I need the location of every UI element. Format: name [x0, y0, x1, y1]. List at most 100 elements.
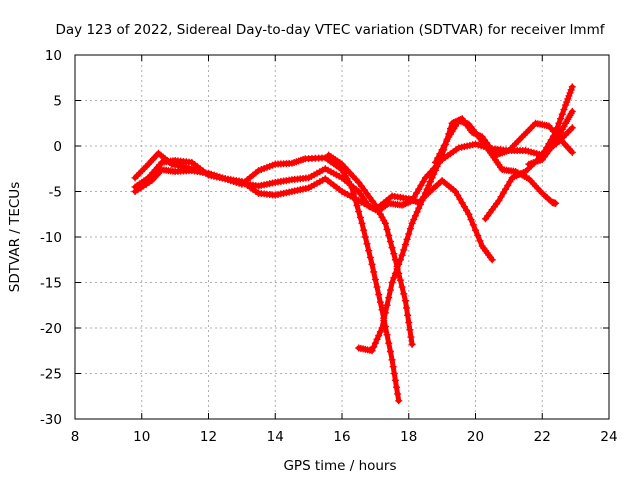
- y-tick-label: 10: [45, 48, 62, 64]
- data-point: [426, 178, 434, 186]
- x-tick-label: 22: [534, 429, 551, 445]
- data-point: [552, 199, 560, 207]
- data-point: [469, 221, 477, 229]
- data-point: [390, 274, 398, 282]
- x-tick-label: 14: [267, 429, 284, 445]
- x-tick-label: 20: [467, 429, 484, 445]
- data-point: [356, 213, 364, 221]
- data-point: [385, 231, 393, 239]
- data-point: [366, 253, 374, 261]
- data-point: [408, 340, 416, 348]
- data-point: [355, 178, 363, 186]
- data-point: [360, 186, 368, 194]
- data-point: [388, 244, 396, 252]
- data-point: [438, 146, 446, 154]
- data-point: [393, 263, 401, 271]
- data-point: [395, 397, 403, 405]
- data-point: [375, 332, 383, 340]
- data-point: [386, 348, 394, 356]
- x-tick-label: 24: [600, 429, 617, 445]
- data-point: [389, 363, 397, 371]
- data-point: [368, 260, 376, 268]
- data-point: [425, 181, 433, 189]
- y-tick-label: -5: [49, 185, 62, 201]
- series-track-5: [325, 151, 416, 348]
- data-point: [401, 241, 409, 249]
- data-point: [558, 110, 566, 118]
- data-point: [407, 333, 415, 341]
- data-point: [361, 233, 369, 241]
- data-point: [365, 247, 373, 255]
- data-point: [393, 383, 401, 391]
- data-point: [401, 297, 409, 305]
- data-point: [454, 191, 462, 199]
- data-point: [430, 170, 438, 178]
- data-point: [413, 189, 421, 197]
- data-point: [371, 275, 379, 283]
- data-point: [381, 219, 389, 227]
- data-point: [566, 89, 574, 97]
- data-point: [504, 181, 512, 189]
- data-point: [436, 150, 444, 158]
- x-tick-labels: 8 10 12 14 16 18 20 22 24: [71, 429, 618, 445]
- data-point: [410, 216, 418, 224]
- data-point: [472, 226, 479, 234]
- data-point: [495, 197, 503, 205]
- data-point: [497, 193, 505, 201]
- grid-lines: [75, 55, 609, 419]
- axis-ticks: [74, 54, 610, 420]
- data-point: [406, 225, 414, 233]
- data-point: [553, 124, 561, 132]
- y-tick-label: -20: [40, 321, 62, 337]
- data-point: [368, 347, 376, 355]
- data-point: [423, 185, 431, 193]
- data-point: [411, 212, 419, 220]
- data-point: [568, 107, 576, 115]
- data-point: [488, 256, 496, 264]
- data-point: [416, 200, 424, 208]
- x-tick-label: 18: [400, 429, 417, 445]
- data-point: [386, 238, 394, 246]
- data-point: [467, 216, 475, 224]
- data-point: [371, 339, 379, 347]
- data-point: [386, 286, 394, 294]
- data-point: [353, 202, 361, 210]
- series-track-8: [525, 107, 576, 168]
- x-tick-label: 10: [133, 429, 150, 445]
- data-point: [476, 237, 484, 245]
- data-point: [381, 309, 389, 317]
- data-point: [405, 230, 413, 238]
- data-point: [431, 158, 439, 166]
- y-tick-label: -25: [40, 367, 62, 383]
- data-point: [370, 268, 378, 276]
- x-axis-label: GPS time / hours: [283, 458, 396, 474]
- data-point: [391, 256, 399, 264]
- data-point: [451, 188, 459, 195]
- data-point: [474, 231, 482, 239]
- data-point: [363, 190, 371, 198]
- series-track-6: [431, 117, 560, 207]
- x-tick-label: 8: [71, 429, 80, 445]
- data-point: [383, 225, 391, 233]
- data-point: [563, 98, 571, 106]
- data-point: [555, 119, 563, 127]
- data-point: [373, 335, 381, 343]
- data-point: [357, 182, 365, 190]
- data-point: [443, 137, 451, 145]
- data-point: [418, 197, 426, 205]
- data-point: [408, 219, 416, 227]
- data-point: [565, 92, 573, 100]
- x-tick-label: 16: [333, 429, 350, 445]
- y-tick-label: -10: [40, 230, 62, 246]
- data-point: [419, 178, 427, 186]
- data-point: [385, 294, 393, 302]
- data-point: [568, 124, 576, 132]
- data-point: [403, 304, 411, 312]
- data-point: [376, 328, 384, 336]
- data-point: [547, 136, 555, 144]
- data-point: [403, 235, 411, 243]
- data-point: [465, 210, 473, 218]
- data-point: [405, 319, 413, 327]
- data-point: [428, 174, 436, 182]
